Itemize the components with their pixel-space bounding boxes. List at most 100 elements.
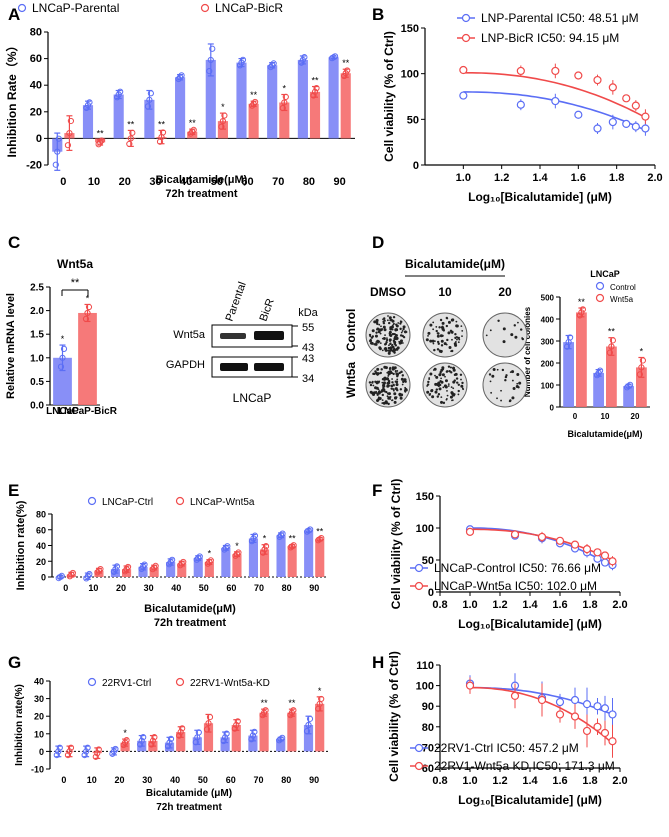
colony-dot bbox=[435, 326, 438, 328]
data-point bbox=[218, 123, 225, 130]
colony-row-label: Control bbox=[344, 309, 358, 352]
colony-dot bbox=[518, 381, 522, 385]
data-point-red bbox=[593, 548, 602, 557]
colony-dot bbox=[372, 384, 375, 387]
y-tick-label: 50 bbox=[407, 114, 419, 126]
colony-dot bbox=[502, 340, 506, 344]
colony-dot bbox=[372, 393, 376, 397]
colony-dot bbox=[395, 324, 399, 328]
y-tick-label: 100 bbox=[401, 69, 419, 81]
colony-dot bbox=[386, 337, 388, 340]
colony-dot bbox=[430, 389, 434, 392]
colony-dot bbox=[391, 381, 394, 384]
bar-red bbox=[309, 91, 321, 139]
data-point-red bbox=[510, 691, 520, 701]
x-tick-label: LNCaP-BicR bbox=[58, 406, 118, 417]
colony-dot bbox=[453, 342, 457, 346]
bar-red bbox=[606, 346, 617, 407]
colony-dot bbox=[381, 388, 384, 392]
bar-red bbox=[315, 703, 325, 752]
data-point bbox=[129, 129, 136, 136]
colony-dot bbox=[370, 336, 374, 339]
colony-dot bbox=[387, 402, 390, 406]
data-point bbox=[95, 567, 103, 574]
colony-dot bbox=[396, 378, 399, 381]
x-tick-label: 50 bbox=[198, 775, 208, 785]
x-tick-label: 0 bbox=[61, 775, 66, 785]
data-point-red bbox=[465, 527, 475, 536]
bar-blue bbox=[248, 735, 258, 752]
colony-dot bbox=[381, 381, 384, 384]
data-point bbox=[86, 99, 93, 106]
colony-dot bbox=[401, 383, 404, 386]
colony-dot bbox=[388, 344, 390, 347]
data-point bbox=[92, 753, 99, 760]
colony-dot bbox=[396, 370, 399, 372]
data-point bbox=[64, 751, 72, 759]
colony-dot bbox=[434, 340, 436, 343]
colony-dot bbox=[489, 329, 492, 332]
colony-dot bbox=[391, 385, 394, 388]
colony-dot bbox=[392, 372, 395, 376]
colony-dot bbox=[391, 328, 394, 331]
colony-dot bbox=[393, 400, 397, 404]
colony-dot bbox=[376, 399, 380, 403]
colony-dot bbox=[386, 395, 389, 398]
y-axis-label: Inhibition rate(%) bbox=[14, 684, 25, 766]
data-point bbox=[126, 140, 133, 148]
colony-dot bbox=[378, 346, 382, 350]
x-tick-label: 60 bbox=[226, 583, 236, 593]
colony-dot bbox=[386, 377, 390, 381]
y-tick-label: 60 bbox=[422, 763, 434, 775]
colony-dot bbox=[461, 329, 464, 332]
colony-dot bbox=[450, 318, 454, 322]
colony-dot bbox=[374, 342, 378, 346]
data-point bbox=[259, 549, 267, 556]
y-axis-label: Number of cell colonies bbox=[523, 306, 532, 397]
data-point bbox=[608, 343, 615, 350]
colony-dot bbox=[429, 339, 433, 343]
colony-dot bbox=[381, 384, 385, 388]
colony-dot bbox=[369, 338, 372, 341]
significance-mark: ** bbox=[288, 698, 296, 708]
kda-label: kDa bbox=[298, 307, 318, 319]
blot-caption: LNCaP bbox=[233, 391, 272, 405]
data-point bbox=[301, 54, 308, 61]
colony-dot bbox=[392, 339, 396, 342]
data-point bbox=[597, 367, 604, 374]
data-point bbox=[233, 721, 240, 729]
x-tick-label: 70 bbox=[272, 176, 284, 188]
y-tick-label: 20 bbox=[36, 557, 46, 567]
data-point-blue bbox=[631, 122, 640, 131]
legend-label-red: LNCaP-Wnt5a bbox=[190, 497, 255, 508]
bar-blue bbox=[593, 372, 604, 407]
legend-label-blue: Control bbox=[610, 283, 636, 292]
data-point bbox=[209, 45, 216, 52]
legend-marker-red bbox=[461, 33, 471, 43]
x-tick-label: 1.0 bbox=[462, 599, 477, 611]
data-point bbox=[221, 112, 228, 119]
data-point bbox=[64, 142, 72, 149]
data-point bbox=[97, 139, 104, 146]
colony-dot bbox=[457, 383, 461, 386]
colony-dot bbox=[457, 389, 460, 393]
y-axis-label: Cell viability (% of Ctrl) bbox=[382, 31, 396, 162]
x-tick-label: LNCaP bbox=[46, 406, 79, 417]
colony-dot bbox=[387, 351, 391, 355]
x-tick-label: 70 bbox=[253, 775, 263, 785]
data-point bbox=[54, 148, 61, 155]
x-tick-label: 90 bbox=[309, 775, 319, 785]
significance-mark: * bbox=[61, 334, 65, 344]
data-point bbox=[205, 720, 212, 727]
legend-marker-red bbox=[414, 761, 424, 771]
colony-dot bbox=[505, 374, 508, 377]
legend-label-blue: 22RV1-Ctrl bbox=[102, 678, 151, 689]
bar-blue bbox=[221, 547, 231, 577]
y-tick-label: 0.5 bbox=[30, 377, 44, 388]
colony-column-label: DMSO bbox=[370, 285, 406, 299]
x-tick-label: 30 bbox=[149, 176, 161, 188]
colony-dot bbox=[388, 316, 392, 320]
significance-mark: ** bbox=[97, 129, 105, 139]
chart-title: Wnt5a bbox=[57, 257, 93, 271]
x-tick-label: 80 bbox=[281, 775, 291, 785]
